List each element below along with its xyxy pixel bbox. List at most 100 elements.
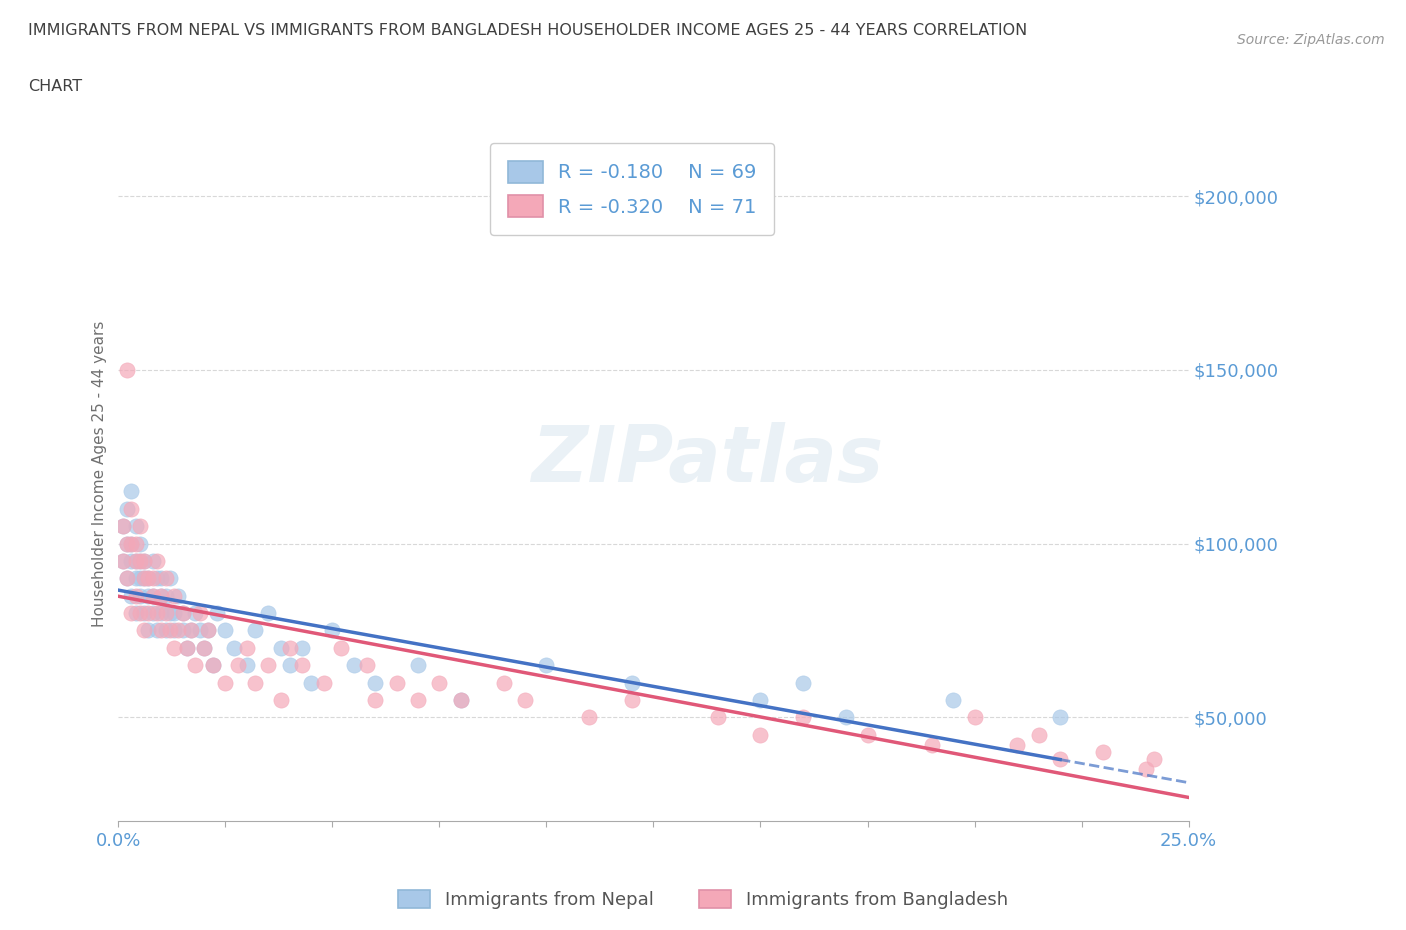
Y-axis label: Householder Income Ages 25 - 44 years: Householder Income Ages 25 - 44 years	[93, 321, 107, 627]
Point	[124, 588, 146, 603]
Point	[226, 658, 249, 672]
Point	[138, 571, 160, 586]
Point	[128, 553, 150, 568]
Point	[163, 588, 186, 603]
Point	[155, 571, 177, 586]
Point	[201, 658, 224, 672]
Point	[321, 623, 343, 638]
Legend: Immigrants from Nepal, Immigrants from Bangladesh: Immigrants from Nepal, Immigrants from B…	[391, 883, 1015, 916]
Point	[236, 658, 259, 672]
Point	[963, 710, 986, 724]
Point	[188, 605, 211, 620]
Point	[578, 710, 600, 724]
Point	[120, 536, 142, 551]
Point	[163, 605, 186, 620]
Point	[201, 658, 224, 672]
Point	[124, 519, 146, 534]
Point	[124, 536, 146, 551]
Point	[134, 571, 156, 586]
Point	[343, 658, 366, 672]
Point	[205, 605, 228, 620]
Point	[146, 623, 169, 638]
Point	[406, 693, 429, 708]
Point	[128, 536, 150, 551]
Point	[115, 501, 138, 516]
Point	[159, 605, 181, 620]
Point	[291, 658, 314, 672]
Point	[138, 605, 160, 620]
Point	[128, 553, 150, 568]
Point	[278, 641, 301, 656]
Point	[142, 571, 165, 586]
Point	[492, 675, 515, 690]
Point	[115, 571, 138, 586]
Point	[124, 571, 146, 586]
Point	[120, 553, 142, 568]
Point	[115, 536, 138, 551]
Point	[257, 605, 280, 620]
Point	[270, 693, 292, 708]
Point	[180, 623, 202, 638]
Point	[120, 605, 142, 620]
Point	[513, 693, 536, 708]
Point	[120, 536, 142, 551]
Text: ZIPatlas: ZIPatlas	[531, 422, 883, 498]
Point	[142, 588, 165, 603]
Legend: R = -0.180    N = 69, R = -0.320    N = 71: R = -0.180 N = 69, R = -0.320 N = 71	[491, 143, 775, 235]
Point	[621, 693, 644, 708]
Point	[163, 641, 186, 656]
Point	[120, 501, 142, 516]
Text: IMMIGRANTS FROM NEPAL VS IMMIGRANTS FROM BANGLADESH HOUSEHOLDER INCOME AGES 25 -: IMMIGRANTS FROM NEPAL VS IMMIGRANTS FROM…	[28, 23, 1028, 38]
Point	[124, 553, 146, 568]
Point	[134, 571, 156, 586]
Point	[236, 641, 259, 656]
Point	[150, 623, 173, 638]
Point	[214, 623, 236, 638]
Point	[111, 553, 134, 568]
Point	[146, 571, 169, 586]
Point	[197, 623, 219, 638]
Point	[429, 675, 451, 690]
Point	[146, 605, 169, 620]
Point	[150, 605, 173, 620]
Point	[155, 623, 177, 638]
Point	[128, 519, 150, 534]
Point	[138, 588, 160, 603]
Point	[163, 623, 186, 638]
Point	[180, 623, 202, 638]
Point	[257, 658, 280, 672]
Point	[176, 641, 198, 656]
Point	[536, 658, 558, 672]
Point	[792, 675, 814, 690]
Point	[134, 553, 156, 568]
Point	[111, 519, 134, 534]
Point	[150, 588, 173, 603]
Point	[312, 675, 335, 690]
Point	[172, 605, 194, 620]
Text: Source: ZipAtlas.com: Source: ZipAtlas.com	[1237, 33, 1385, 46]
Point	[134, 605, 156, 620]
Point	[142, 553, 165, 568]
Point	[214, 675, 236, 690]
Point	[330, 641, 353, 656]
Point	[159, 571, 181, 586]
Point	[1028, 727, 1050, 742]
Point	[124, 605, 146, 620]
Point	[120, 588, 142, 603]
Point	[184, 605, 207, 620]
Point	[142, 588, 165, 603]
Point	[835, 710, 858, 724]
Point	[150, 571, 173, 586]
Point	[184, 658, 207, 672]
Point	[193, 641, 215, 656]
Point	[188, 623, 211, 638]
Point	[155, 605, 177, 620]
Point	[1143, 751, 1166, 766]
Point	[134, 623, 156, 638]
Point	[142, 605, 165, 620]
Point	[706, 710, 728, 724]
Point	[299, 675, 322, 690]
Point	[111, 519, 134, 534]
Point	[124, 553, 146, 568]
Point	[245, 675, 267, 690]
